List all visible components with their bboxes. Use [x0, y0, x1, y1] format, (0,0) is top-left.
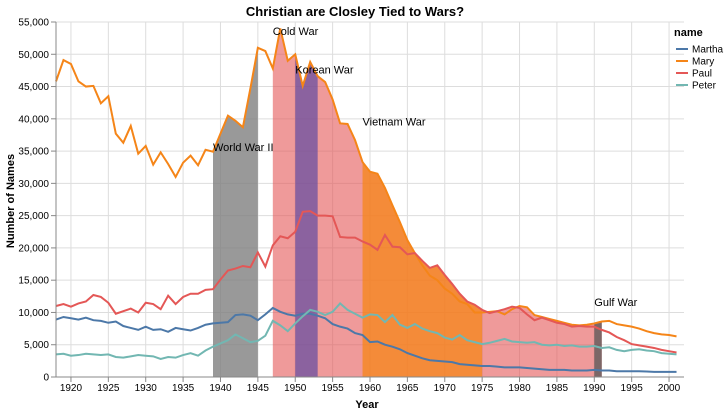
chart-title: Christian are Closley Tied to Wars? [246, 4, 464, 19]
x-tick-label: 1960 [359, 383, 382, 394]
y-tick-label: 10,000 [18, 308, 49, 319]
y-tick-label: 40,000 [18, 114, 49, 125]
war-label-cold-war: Cold War [273, 26, 319, 38]
y-tick-label: 35,000 [18, 147, 49, 158]
y-tick-label: 45,000 [18, 82, 49, 93]
y-tick-label: 25,000 [18, 211, 49, 222]
war-label-gulf-war: Gulf War [594, 297, 637, 309]
legend-title: name [674, 27, 703, 39]
war-area-korean-war [295, 54, 318, 377]
x-tick-label: 1920 [60, 383, 83, 394]
war-label-vietnam-war: Vietnam War [363, 116, 426, 128]
x-tick-label: 1985 [546, 383, 569, 394]
y-tick-label: 5,000 [24, 340, 49, 351]
legend-label-peter: Peter [692, 81, 717, 92]
y-tick-label: 0 [43, 373, 49, 384]
x-tick-label: 1990 [583, 383, 606, 394]
x-tick-label: 1955 [321, 383, 344, 394]
series-lines [55, 28, 677, 373]
war-shading [213, 28, 602, 378]
legend-label-martha: Martha [692, 45, 724, 56]
x-tick-label: 1930 [135, 383, 158, 394]
war-area-world-war-ii [213, 47, 258, 378]
x-axis-title: Year [355, 399, 379, 411]
x-tick-label: 1950 [284, 383, 307, 394]
war-labels: World War II Cold War Korean War Vietnam Wa… [213, 26, 638, 309]
x-tick-label: 2000 [658, 383, 681, 394]
y-tick-label: 50,000 [18, 50, 49, 61]
x-tick-label: 1940 [209, 383, 232, 394]
war-area-vietnam-war [362, 162, 483, 377]
y-axis-title: Number of Names [5, 154, 17, 248]
war-label-world-war-ii: World War II [213, 142, 274, 154]
war-area-gulf-war [594, 321, 602, 377]
legend-label-mary: Mary [692, 57, 714, 68]
x-tick-label: 1975 [471, 383, 494, 394]
x-tick-label: 1980 [508, 383, 531, 394]
war-area-cold-war [272, 28, 602, 377]
y-tick-label: 55,000 [18, 18, 49, 29]
x-tick-label: 1995 [621, 383, 644, 394]
legend-label-paul: Paul [692, 69, 712, 80]
x-tick-label: 1965 [396, 383, 419, 394]
axes: 1920 1925 1930 1935 1940 1945 1950 1955 1960 1965… [18, 18, 684, 394]
series-line-mary [55, 28, 677, 338]
x-tick-label: 1970 [434, 383, 457, 394]
series-line-paul [55, 210, 677, 354]
y-tick-label: 20,000 [18, 243, 49, 254]
x-tick-label: 1925 [97, 383, 120, 394]
series-line-peter [55, 302, 677, 360]
series-line-martha [55, 306, 677, 373]
y-tick-label: 30,000 [18, 179, 49, 190]
y-tick-label: 15,000 [18, 276, 49, 287]
war-label-korean-war: Korean War [295, 65, 354, 77]
x-tick-label: 1945 [247, 383, 270, 394]
x-tick-label: 1935 [172, 383, 195, 394]
